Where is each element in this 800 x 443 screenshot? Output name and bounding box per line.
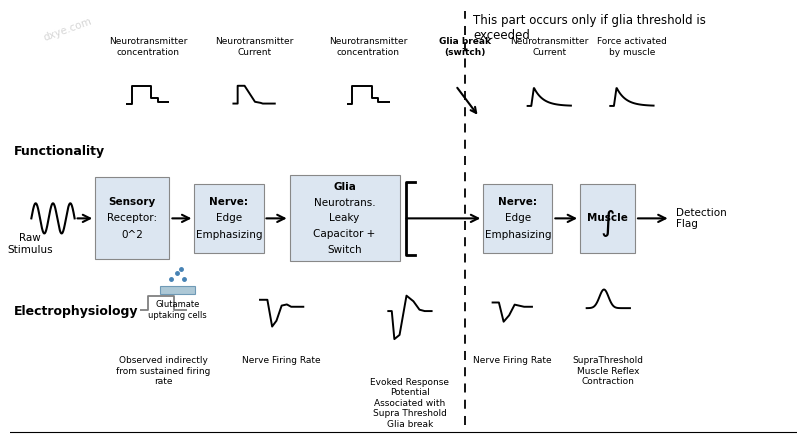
Text: Capacitor +: Capacitor + (314, 229, 376, 239)
Text: Evoked Response
Potential
Associated with
Supra Threshold
Glia break: Evoked Response Potential Associated wit… (370, 378, 450, 428)
Text: Receptor:: Receptor: (107, 214, 157, 223)
Text: Force activated
by muscle: Force activated by muscle (597, 37, 667, 57)
Text: Emphasizing: Emphasizing (196, 230, 262, 240)
Text: Glia: Glia (333, 182, 356, 192)
Text: 0^2: 0^2 (121, 230, 143, 240)
Text: Glia break
(switch): Glia break (switch) (439, 37, 491, 57)
Text: Nerve:: Nerve: (210, 197, 249, 207)
Text: Switch: Switch (327, 245, 362, 255)
Text: Neurotransmitter
concentration: Neurotransmitter concentration (329, 37, 407, 57)
Text: Detection
Flag: Detection Flag (676, 208, 726, 229)
Text: Edge: Edge (216, 214, 242, 223)
Text: Muscle: Muscle (587, 214, 628, 223)
Text: Raw
Stimulus: Raw Stimulus (7, 233, 53, 255)
Text: Nerve:: Nerve: (498, 197, 538, 207)
Text: Nerve Firing Rate: Nerve Firing Rate (242, 356, 321, 365)
FancyBboxPatch shape (160, 286, 194, 294)
Text: Edge: Edge (505, 214, 531, 223)
FancyBboxPatch shape (580, 184, 635, 253)
Text: Neurotransmitter
Current: Neurotransmitter Current (215, 37, 294, 57)
Text: Neurotransmitter
concentration: Neurotransmitter concentration (109, 37, 187, 57)
FancyBboxPatch shape (194, 184, 263, 253)
FancyBboxPatch shape (94, 177, 170, 259)
Text: Nerve Firing Rate: Nerve Firing Rate (473, 356, 551, 365)
Text: ∫: ∫ (600, 209, 614, 237)
Text: This part occurs only if glia threshold is
exceeded: This part occurs only if glia threshold … (473, 14, 706, 42)
Text: dxye.com: dxye.com (42, 16, 93, 43)
FancyBboxPatch shape (483, 184, 553, 253)
Text: Sensory: Sensory (109, 197, 156, 207)
Text: Leaky: Leaky (330, 214, 360, 223)
Text: Electrophysiology: Electrophysiology (14, 305, 138, 318)
Text: Emphasizing: Emphasizing (485, 230, 551, 240)
Text: Glutamate
uptaking cells: Glutamate uptaking cells (148, 300, 206, 320)
Text: Neurotransmitter
Current: Neurotransmitter Current (510, 37, 589, 57)
Text: Observed indirectly
from sustained firing
rate: Observed indirectly from sustained firin… (116, 356, 210, 386)
Text: Neurotrans.: Neurotrans. (314, 198, 375, 208)
Text: SupraThreshold
Muscle Reflex
Contraction: SupraThreshold Muscle Reflex Contraction (573, 356, 644, 386)
Text: Functionality: Functionality (14, 145, 105, 158)
FancyBboxPatch shape (290, 175, 400, 261)
